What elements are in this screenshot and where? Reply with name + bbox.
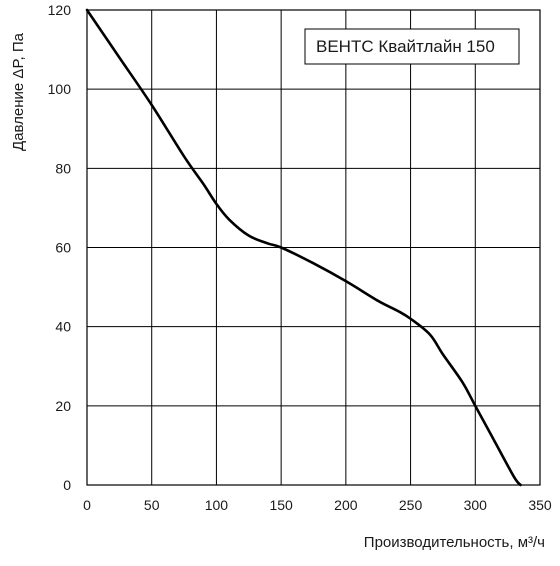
y-tick-label: 20	[55, 398, 71, 414]
y-tick-label: 80	[55, 160, 71, 176]
y-tick-label: 0	[63, 477, 71, 493]
x-tick-label: 0	[83, 497, 91, 513]
x-tick-label: 350	[528, 497, 552, 513]
x-tick-label: 250	[399, 497, 423, 513]
legend: ВЕНТС Квайтлайн 150	[304, 28, 520, 65]
y-axis-label: Давление ΔP, Па	[10, 32, 27, 151]
x-tick-label: 50	[144, 497, 160, 513]
legend-box	[304, 28, 520, 65]
y-tick-label: 40	[55, 319, 71, 335]
x-tick-label: 100	[205, 497, 229, 513]
y-tick-label: 60	[55, 240, 71, 256]
series-layer	[85, 8, 522, 487]
x-axis-label: Производительность, м³/ч	[364, 534, 545, 551]
plot-frame	[86, 9, 541, 486]
plot-border	[86, 9, 541, 486]
x-tick-label: 200	[334, 497, 358, 513]
x-tick-label: 300	[464, 497, 488, 513]
y-tick-label: 100	[48, 81, 72, 97]
series-line-0	[85, 8, 522, 487]
y-tick-label: 120	[48, 2, 72, 18]
tick-labels: 0 50 100 150 200 250 300 350 0 20 40 60 80 100 120	[48, 2, 552, 513]
legend-label: ВЕНТС Квайтлайн 150	[316, 37, 495, 56]
grid	[87, 10, 540, 485]
x-tick-label: 150	[269, 497, 293, 513]
